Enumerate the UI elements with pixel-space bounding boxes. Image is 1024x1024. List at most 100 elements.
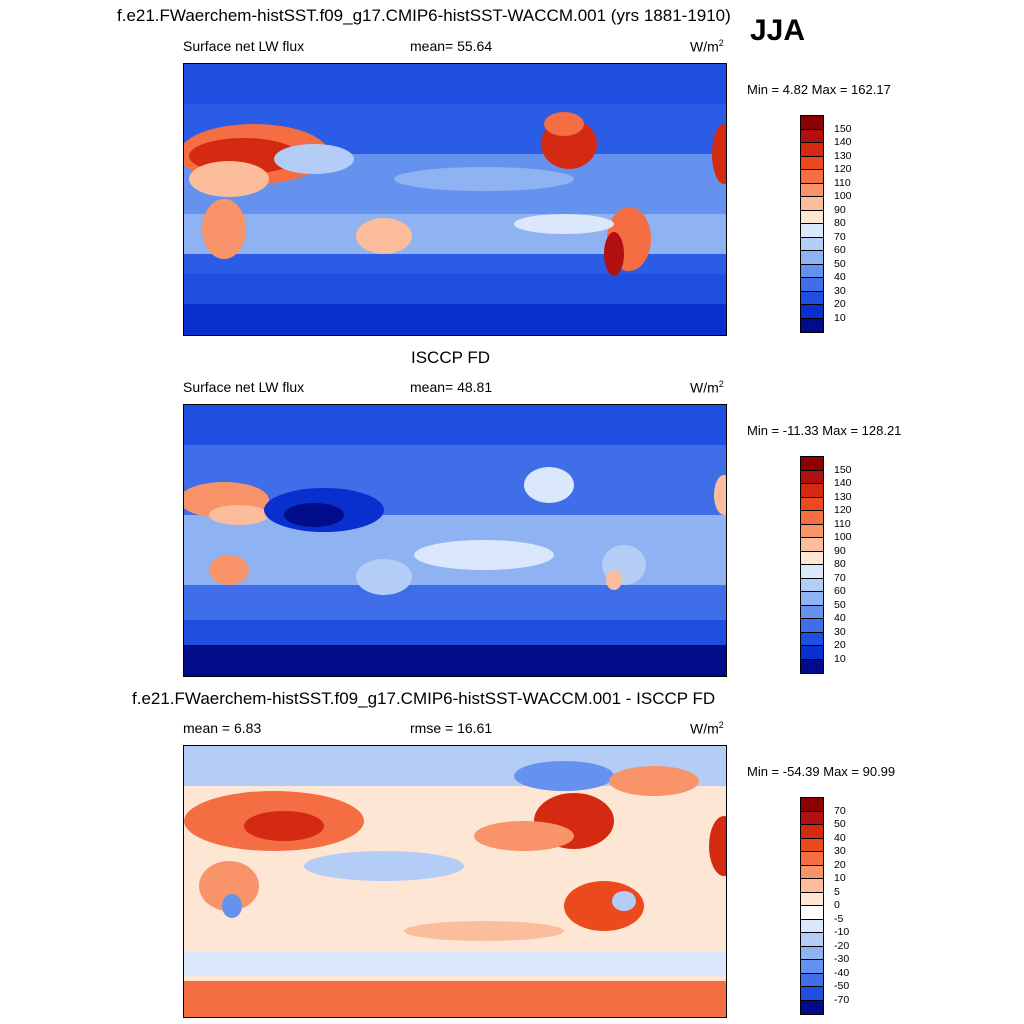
colorbar-swatch [801, 470, 823, 484]
colorbar-swatch [801, 592, 823, 606]
colorbar-tick-label: 140 [834, 477, 852, 489]
panel2-minmax: Min = -11.33 Max = 128.21 [747, 423, 902, 438]
colorbar-swatch [801, 946, 823, 960]
colorbar-swatch [801, 879, 823, 893]
colorbar-swatch [801, 251, 823, 265]
colorbar-tick-label: 20 [834, 639, 846, 651]
colorbar-tick-label: 130 [834, 149, 852, 162]
colorbar-tick-label: 10 [834, 872, 846, 884]
colorbar-swatch [801, 619, 823, 633]
colorbar-swatch [801, 852, 823, 866]
colorbar-swatch [801, 973, 823, 987]
colorbar-swatch [801, 838, 823, 852]
colorbar-swatch [801, 291, 823, 305]
colorbar-tick-label: 150 [834, 122, 852, 135]
panel1-map [183, 63, 727, 336]
colorbar-tick-label: 70 [834, 571, 846, 584]
colorbar-tick-label: -50 [834, 980, 850, 992]
colorbar-tick-label: -70 [834, 993, 850, 1006]
panel3-map [183, 745, 727, 1018]
colorbar-swatch [801, 497, 823, 511]
colorbar-swatch [801, 646, 823, 660]
colorbar-tick-label: -40 [834, 966, 850, 979]
colorbar-swatch [801, 484, 823, 498]
colorbar-tick-label: 100 [834, 531, 852, 543]
colorbar-swatch [801, 605, 823, 619]
colorbar-tick-label: -10 [834, 926, 850, 938]
colorbar-tick-label: 30 [834, 284, 846, 297]
colorbar-swatch [801, 197, 823, 211]
colorbar-tick-label: 120 [834, 504, 852, 516]
colorbar-tick-label: 40 [834, 831, 846, 844]
colorbar-tick-label: 80 [834, 558, 846, 570]
colorbar-swatch [801, 129, 823, 143]
colorbar-tick-label: 150 [834, 463, 852, 476]
colorbar-swatch [801, 183, 823, 197]
colorbar-tick-label: 140 [834, 136, 852, 148]
colorbar-tick-label: 70 [834, 230, 846, 243]
colorbar-tick-label: 50 [834, 257, 846, 270]
panel2-units: W/m2 [690, 379, 724, 396]
panel3-colorbar-swatches [800, 797, 824, 1015]
colorbar-swatch [801, 318, 823, 332]
panel1-minmax: Min = 4.82 Max = 162.17 [747, 82, 891, 97]
colorbar-swatch [801, 224, 823, 238]
colorbar-tick-label: 0 [834, 899, 840, 911]
colorbar-swatch [801, 865, 823, 879]
colorbar-swatch [801, 798, 823, 812]
colorbar-tick-label: 80 [834, 217, 846, 229]
colorbar-swatch [801, 538, 823, 552]
colorbar-tick-label: 20 [834, 298, 846, 310]
panel3-rmse-label: rmse = 16.61 [410, 720, 493, 736]
colorbar-tick-label: 50 [834, 818, 846, 830]
colorbar-swatch [801, 305, 823, 319]
colorbar-swatch [801, 565, 823, 579]
colorbar-swatch [801, 906, 823, 920]
colorbar-swatch [801, 892, 823, 906]
colorbar-tick-label: -20 [834, 939, 850, 952]
colorbar-tick-label: 110 [834, 517, 851, 530]
colorbar-tick-label: -5 [834, 912, 844, 925]
colorbar-swatch [801, 960, 823, 974]
panel3-minmax: Min = -54.39 Max = 90.99 [747, 764, 896, 779]
colorbar-swatch [801, 457, 823, 471]
colorbar-tick-label: 60 [834, 585, 846, 597]
colorbar-tick-label: 130 [834, 490, 852, 503]
colorbar-tick-label: 90 [834, 544, 846, 557]
colorbar-swatch [801, 659, 823, 673]
colorbar-swatch [801, 578, 823, 592]
panel2-map [183, 404, 727, 677]
panel2-mean-label: mean= 48.81 [410, 379, 493, 395]
colorbar-tick-label: 100 [834, 190, 852, 202]
panel2-colorbar-swatches [800, 456, 824, 674]
panel1-units: W/m2 [690, 38, 724, 55]
colorbar-swatch [801, 987, 823, 1001]
colorbar-swatch [801, 264, 823, 278]
colorbar-swatch [801, 156, 823, 170]
colorbar-tick-label: 20 [834, 858, 846, 871]
colorbar-swatch [801, 632, 823, 646]
colorbar-swatch [801, 825, 823, 839]
colorbar-swatch [801, 278, 823, 292]
panel1-variable-label: Surface net LW flux [183, 38, 305, 54]
panel2-variable-label: Surface net LW flux [183, 379, 305, 395]
colorbar-tick-label: 40 [834, 271, 846, 283]
colorbar-tick-label: 90 [834, 203, 846, 216]
colorbar-tick-label: 10 [834, 311, 846, 324]
panel1-colorbar-swatches [800, 115, 824, 333]
colorbar-swatch [801, 933, 823, 947]
colorbar-tick-label: 60 [834, 244, 846, 256]
colorbar-tick-label: 120 [834, 163, 852, 175]
colorbar-tick-label: 70 [834, 804, 846, 817]
colorbar-tick-label: 110 [834, 176, 851, 189]
panel3-mean-label: mean = 6.83 [183, 720, 262, 736]
panel1-mean-label: mean= 55.64 [410, 38, 493, 54]
colorbar-swatch [801, 170, 823, 184]
colorbar-swatch [801, 551, 823, 565]
colorbar-swatch [801, 237, 823, 251]
colorbar-tick-label: 30 [834, 625, 846, 638]
panel3-units: W/m2 [690, 720, 724, 737]
colorbar-swatch [801, 143, 823, 157]
season-label: JJA [750, 14, 806, 47]
colorbar-swatch [801, 919, 823, 933]
